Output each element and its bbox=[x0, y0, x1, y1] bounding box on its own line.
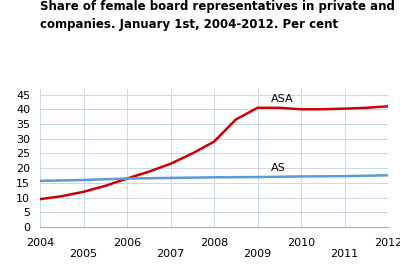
Text: 2012: 2012 bbox=[374, 238, 400, 248]
Text: ASA: ASA bbox=[270, 94, 293, 104]
Text: 2011: 2011 bbox=[330, 249, 358, 259]
Text: Share of female board representatives in private and public limited: Share of female board representatives in… bbox=[40, 0, 400, 13]
Text: 2010: 2010 bbox=[287, 238, 315, 248]
Text: 2006: 2006 bbox=[113, 238, 141, 248]
Text: 2005: 2005 bbox=[70, 249, 98, 259]
Text: companies. January 1st, 2004-2012. Per cent: companies. January 1st, 2004-2012. Per c… bbox=[40, 18, 338, 31]
Text: 2009: 2009 bbox=[243, 249, 272, 259]
Text: 2007: 2007 bbox=[156, 249, 185, 259]
Text: AS: AS bbox=[270, 163, 285, 173]
Text: 2004: 2004 bbox=[26, 238, 54, 248]
Text: 2008: 2008 bbox=[200, 238, 228, 248]
